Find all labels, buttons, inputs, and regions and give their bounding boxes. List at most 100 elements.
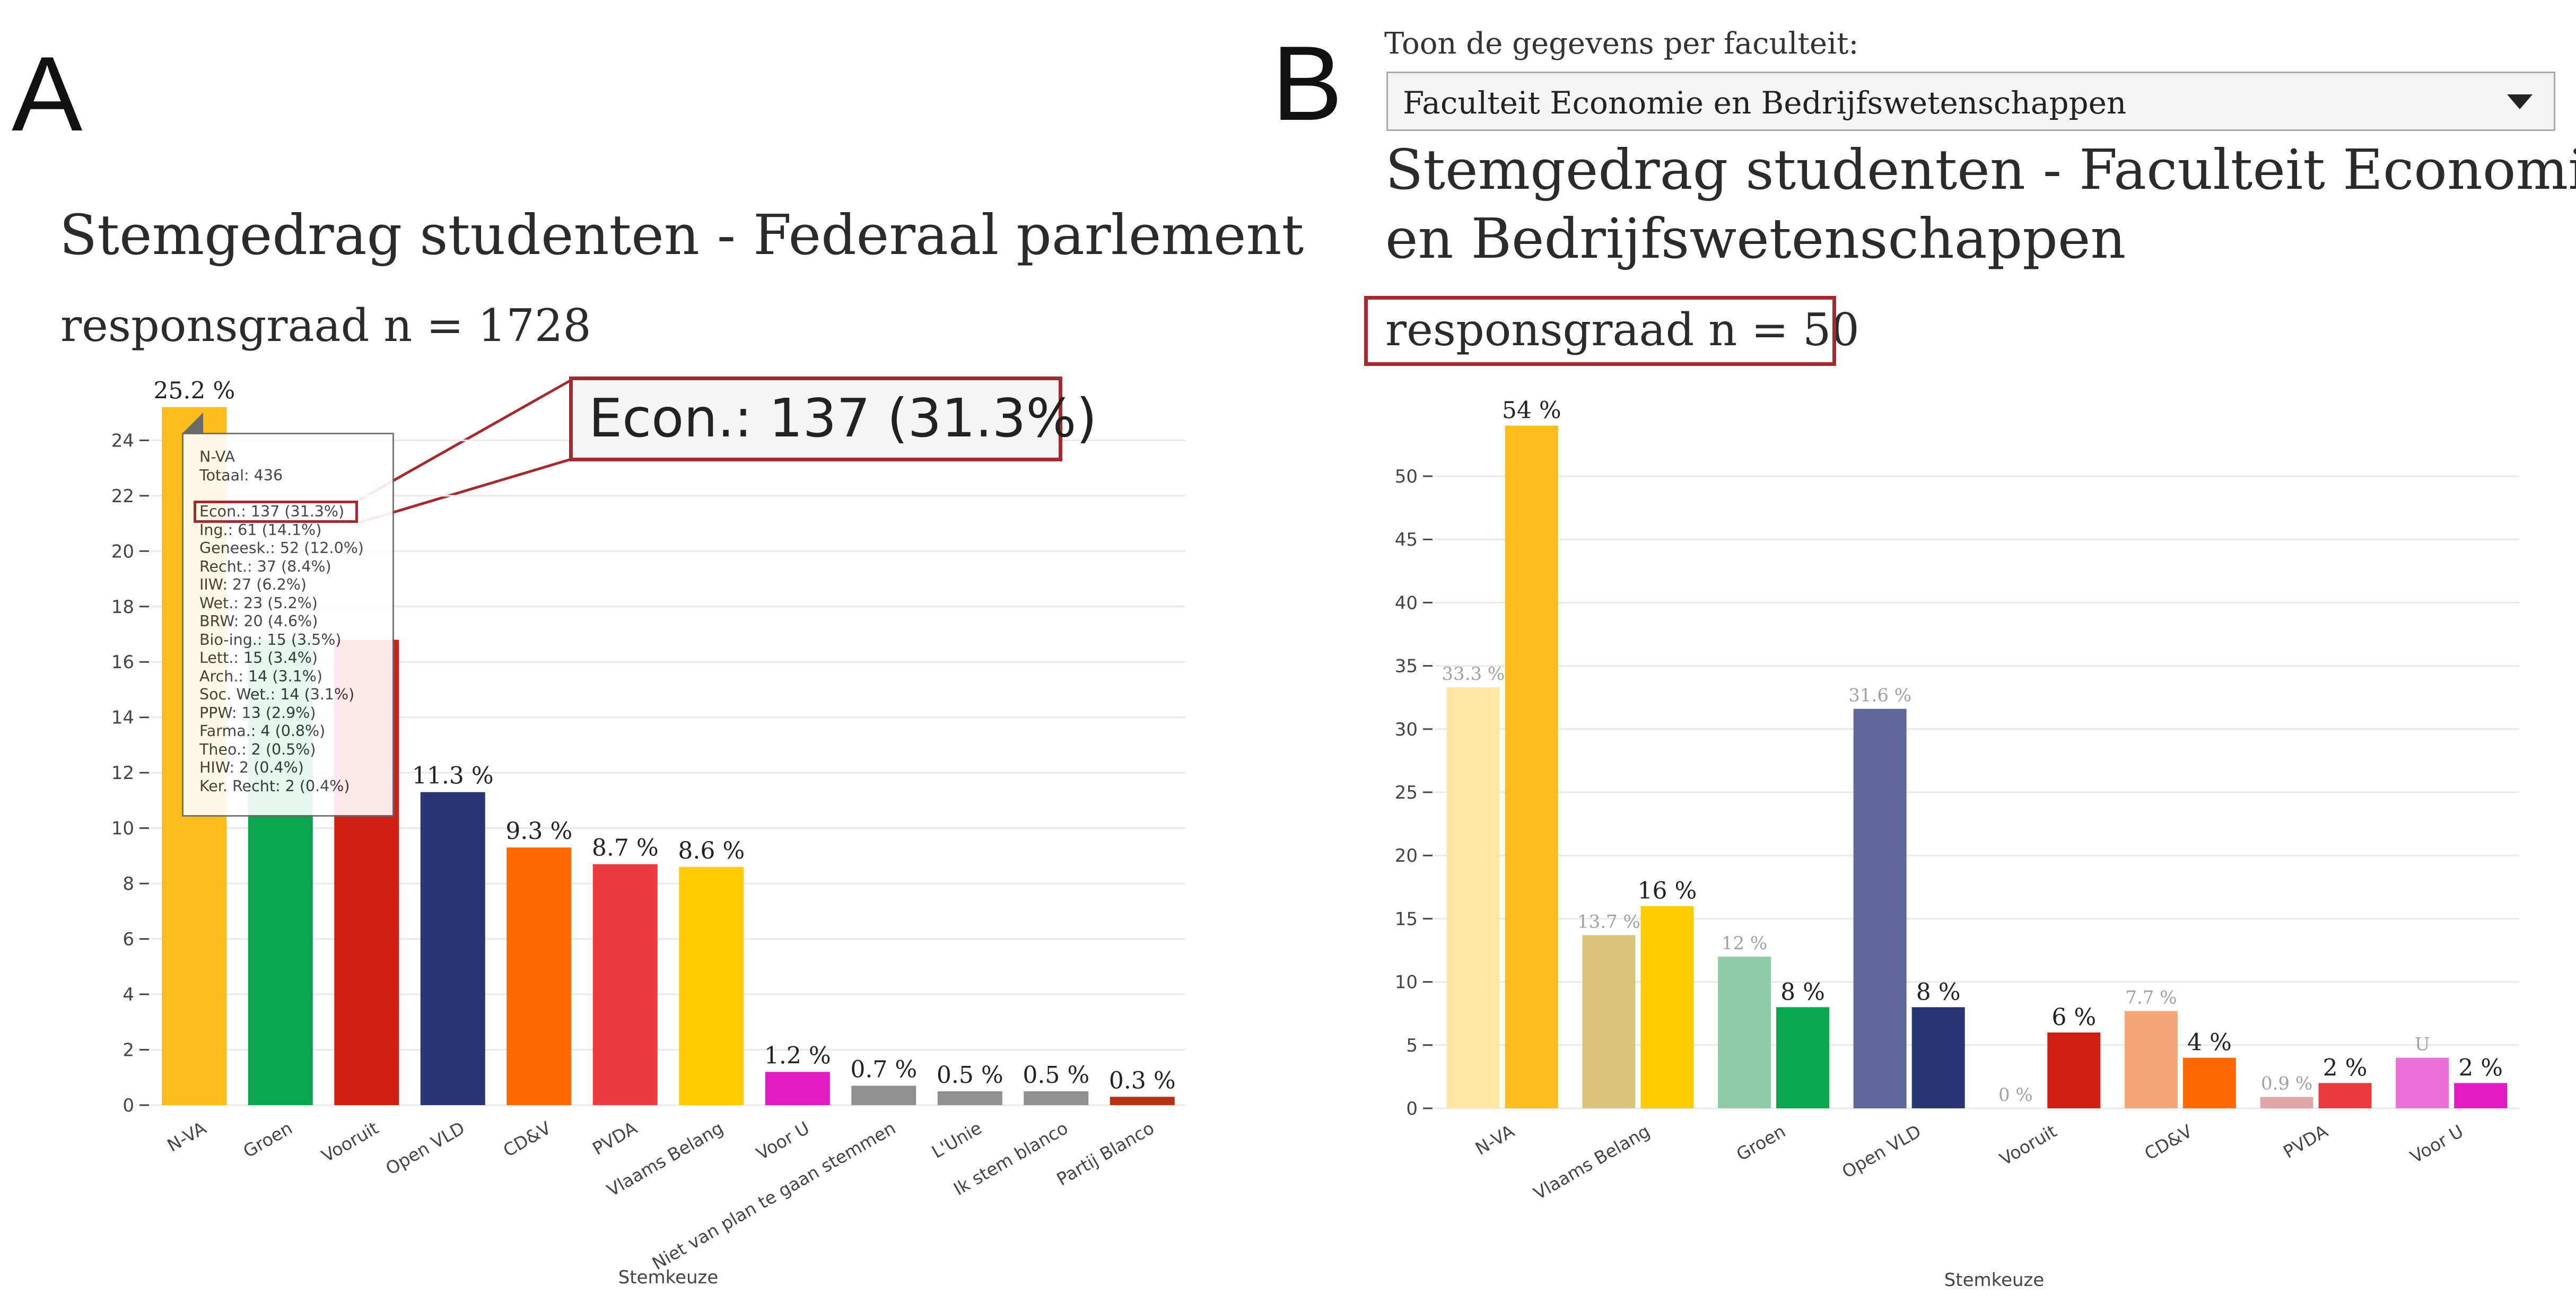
y-tick-label: 35: [1395, 656, 1418, 677]
bar[interactable]: [1582, 935, 1636, 1108]
bar[interactable]: [1718, 956, 1771, 1108]
x-tick-label: N-VA: [163, 1117, 209, 1156]
data-label: 0.3 %: [1109, 1067, 1176, 1094]
x-tick-label: Vooruit: [1996, 1121, 2060, 1169]
tooltip-line: Bio-ing.: 15 (3.5%): [199, 631, 342, 649]
bar[interactable]: [2260, 1097, 2313, 1108]
x-tick-label: PVDA: [589, 1117, 641, 1159]
tooltip-line: Arch.: 14 (3.1%): [199, 667, 323, 685]
x-tick-label: Vlaams Belang: [1530, 1121, 1654, 1204]
bar[interactable]: [1110, 1097, 1175, 1105]
tooltip-pointer: [182, 413, 203, 434]
bar[interactable]: [1853, 708, 1907, 1108]
response-rate-highlight-box: [1364, 296, 1836, 366]
data-label: 25.2 %: [153, 378, 235, 405]
chart-title-b-line1: Stemgedrag studenten - Faculteit Economi…: [1385, 137, 2576, 202]
zoom-callout-text: Econ.: 137 (31.3%): [589, 387, 1097, 449]
tooltip-line: Theo.: 2 (0.5%): [199, 740, 316, 758]
x-tick-label: N-VA: [1472, 1121, 1518, 1159]
bar[interactable]: [1911, 1007, 1965, 1108]
bar[interactable]: [765, 1072, 830, 1105]
data-label: 8.7 %: [592, 835, 659, 862]
tooltip-line: Farma.: 4 (0.8%): [199, 722, 326, 740]
bar[interactable]: [2124, 1011, 2178, 1108]
bar[interactable]: [2182, 1057, 2236, 1108]
tooltip-line: Ker. Recht: 2 (0.4%): [199, 777, 350, 795]
tooltip-line: BRW: 20 (4.6%): [199, 612, 318, 630]
data-label: 8 %: [1916, 978, 1961, 1005]
tooltip-nva: N-VA Totaal: 436 Econ.: 137 (31.3%) Ing.:…: [182, 433, 394, 817]
bar[interactable]: [1024, 1091, 1089, 1105]
tooltip-line: Geneesk.: 52 (12.0%): [199, 539, 364, 557]
x-tick-label: PVDA: [2280, 1121, 2332, 1162]
data-label: 11.3 %: [412, 763, 494, 790]
response-rate-a: responsgraad n = 1728: [60, 300, 591, 352]
bar[interactable]: [2454, 1083, 2508, 1108]
bar[interactable]: [2396, 1057, 2449, 1108]
tooltip-line: Lett.: 15 (3.4%): [199, 649, 318, 667]
data-label: 0.5 %: [937, 1062, 1003, 1089]
y-tick-label: 0: [123, 1095, 134, 1116]
data-label: 54 %: [1502, 397, 1561, 424]
y-tick-label: 25: [1395, 782, 1418, 803]
bar[interactable]: [937, 1091, 1002, 1105]
response-rate-b: responsgraad n = 50: [1385, 304, 1859, 356]
tooltip-line: IIW: 27 (6.2%): [199, 576, 307, 593]
x-axis-label: Stemkeuze: [618, 1267, 719, 1288]
x-tick-label: Groen: [1733, 1121, 1789, 1165]
chart-b: 0 5 10 15 20 25 30 35 40 45 50 33.3 % 54 % N-VA 13.7 %…: [1395, 397, 2519, 1291]
faculty-select-value: Faculteit Economie en Bedrijfswetenschap…: [1403, 85, 2127, 121]
bar[interactable]: [1505, 425, 1558, 1108]
panel-letter-a: A: [12, 35, 83, 153]
faculty-select[interactable]: Faculteit Economie en Bedrijfswetenschap…: [1386, 72, 2555, 131]
data-label: 4 %: [2187, 1029, 2232, 1056]
data-label: 0.5 %: [1023, 1062, 1089, 1089]
y-tick-label: 45: [1395, 529, 1418, 550]
data-label: 0.9 %: [2261, 1073, 2312, 1095]
bar[interactable]: [2047, 1032, 2101, 1108]
y-tick-label: 22: [111, 486, 134, 507]
bar[interactable]: [420, 792, 485, 1105]
y-tick-label: 14: [111, 707, 134, 729]
data-label: 8 %: [1780, 978, 1825, 1005]
faculty-select-label: Toon de gegevens per faculteit:: [1384, 27, 1859, 61]
y-tick-label: 4: [123, 984, 134, 1005]
y-tick-label: 10: [111, 818, 134, 839]
chart-title-a: Stemgedrag studenten - Federaal parlemen…: [59, 203, 1304, 267]
bar[interactable]: [507, 847, 572, 1105]
data-label: 2 %: [2323, 1054, 2368, 1081]
bar[interactable]: [1640, 906, 1694, 1108]
data-label: 0.7 %: [850, 1056, 917, 1083]
y-tick-label: 10: [1395, 972, 1418, 993]
bar[interactable]: [592, 864, 658, 1105]
bar[interactable]: [1446, 687, 1500, 1108]
data-label: 7.7 %: [2125, 987, 2177, 1008]
y-tick-label: 40: [1395, 592, 1418, 614]
bar[interactable]: [851, 1086, 916, 1105]
tooltip-line: Soc. Wet.: 14 (3.1%): [199, 686, 355, 703]
bar[interactable]: [1776, 1007, 1830, 1108]
data-label: 0 %: [1998, 1084, 2033, 1106]
tooltip-total: Totaal: 436: [199, 466, 283, 484]
data-label: 6 %: [2051, 1004, 2096, 1031]
tooltip-line: HIW: 2 (0.4%): [199, 759, 304, 776]
x-axis-label: Stemkeuze: [1944, 1270, 2045, 1291]
x-tick-label: Vooruit: [318, 1117, 382, 1166]
y-tick-label: 18: [111, 597, 134, 618]
y-tick-label: 0: [1406, 1098, 1418, 1119]
y-tick-label: 12: [111, 763, 134, 784]
data-label: 33.3 %: [1442, 663, 1505, 685]
x-tick-label: Groen: [240, 1117, 296, 1162]
chevron-down-icon: [2507, 94, 2533, 109]
y-tick-label: 50: [1395, 466, 1418, 487]
y-tick-label: 2: [123, 1040, 134, 1061]
bar[interactable]: [679, 867, 744, 1105]
x-tick-label: Open VLD: [382, 1117, 468, 1179]
tooltip-highlight-box: [194, 501, 358, 523]
data-label: 1.2 %: [764, 1042, 831, 1069]
tooltip-line: Recht.: 37 (8.4%): [199, 557, 331, 575]
data-label: 8.6 %: [678, 837, 745, 864]
data-label: 2 %: [2458, 1054, 2503, 1081]
y-tick-label: 6: [123, 929, 134, 950]
bar[interactable]: [2318, 1083, 2372, 1108]
